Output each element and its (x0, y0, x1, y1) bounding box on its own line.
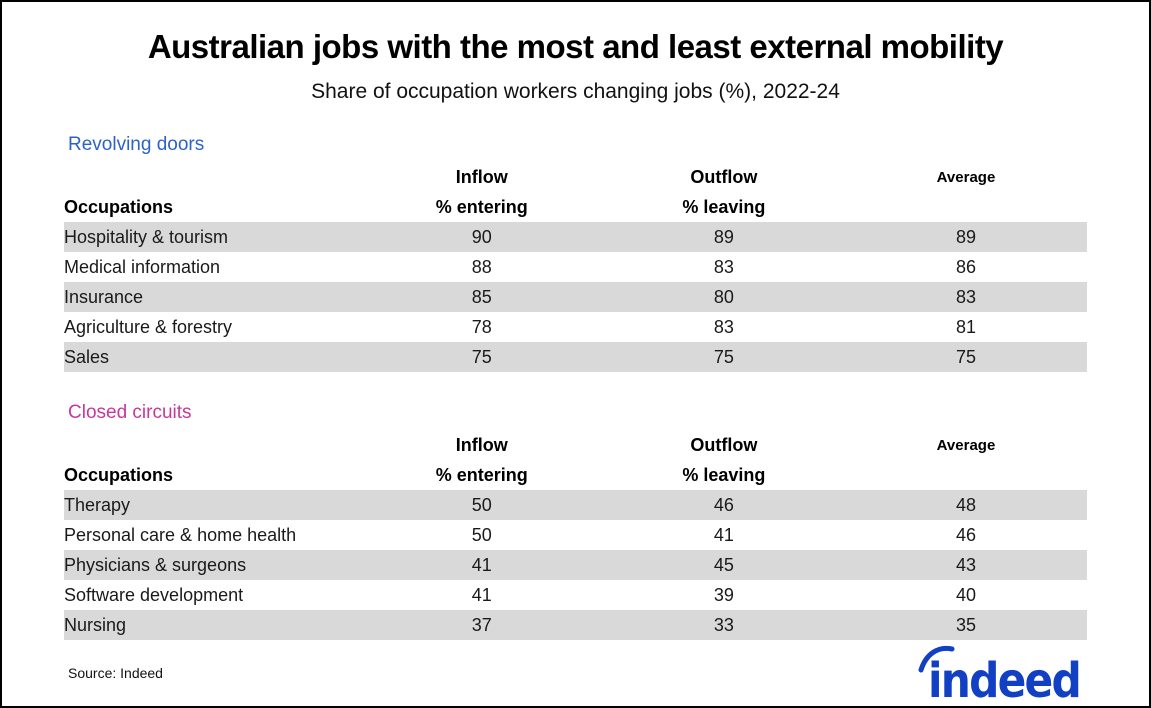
table-row: Nursing 37 33 35 (64, 610, 1087, 640)
page-subtitle: Share of occupation workers changing job… (311, 80, 840, 103)
occupation-cell: Sales (64, 346, 110, 367)
header-row-bottom: Occupations % entering % leaving (64, 192, 1087, 222)
outflow-cell: 83 (713, 256, 734, 277)
source-note: Source: Indeed (68, 665, 163, 681)
section-label-closed-circuits: Closed circuits (68, 402, 192, 423)
table-row: Hospitality & tourism 90 89 89 (64, 222, 1087, 252)
table-closed-circuits: Inflow Outflow Average Occupations % ent… (64, 430, 1087, 640)
average-cell: 40 (955, 584, 976, 605)
occupation-cell: Agriculture & forestry (64, 316, 233, 337)
header-row-top: Inflow Outflow Average (64, 162, 1087, 192)
column-header-average: Average (936, 168, 996, 186)
occupation-cell: Therapy (64, 494, 131, 515)
header-spacer (64, 430, 361, 460)
page-title: Australian jobs with the most and least … (147, 28, 1004, 65)
table-row: Therapy 50 46 48 (64, 490, 1087, 520)
outflow-cell: 46 (713, 494, 734, 515)
table-row: Personal care & home health 50 41 46 (64, 520, 1087, 550)
header-spacer (845, 460, 1087, 490)
average-cell: 81 (955, 316, 976, 337)
header-spacer (64, 162, 361, 192)
average-cell: 43 (955, 554, 976, 575)
outflow-cell: 75 (713, 346, 734, 367)
average-cell: 48 (955, 494, 976, 515)
header-row-top: Inflow Outflow Average (64, 430, 1087, 460)
column-header-average: Average (936, 436, 996, 454)
column-header-occupations: Occupations (64, 464, 174, 485)
table-row: Medical information 88 83 86 (64, 252, 1087, 282)
column-header-occupations: Occupations (64, 196, 174, 217)
occupation-cell: Personal care & home health (64, 524, 297, 545)
occupation-cell: Hospitality & tourism (64, 226, 229, 247)
table-row: Insurance 85 80 83 (64, 282, 1087, 312)
table-row: Sales 75 75 75 (64, 342, 1087, 372)
table-row: Physicians & surgeons 41 45 43 (64, 550, 1087, 580)
indeed-logo: indeed (918, 645, 1082, 704)
outflow-cell: 80 (713, 286, 734, 307)
column-subheader-entering: % entering (435, 464, 528, 485)
occupation-cell: Software development (64, 584, 244, 605)
inflow-cell: 41 (471, 584, 492, 605)
inflow-cell: 88 (471, 256, 492, 277)
outflow-cell: 45 (713, 554, 734, 575)
inflow-cell: 78 (471, 316, 492, 337)
average-cell: 86 (955, 256, 976, 277)
average-cell: 35 (955, 614, 976, 635)
inflow-cell: 75 (471, 346, 492, 367)
column-subheader-leaving: % leaving (682, 464, 766, 485)
average-cell: 75 (955, 346, 976, 367)
table-row: Software development 41 39 40 (64, 580, 1087, 610)
column-header-inflow: Inflow (455, 166, 508, 187)
column-header-inflow: Inflow (455, 434, 508, 455)
occupation-cell: Insurance (64, 286, 144, 307)
column-subheader-leaving: % leaving (682, 196, 766, 217)
average-cell: 89 (955, 226, 976, 247)
average-cell: 46 (955, 524, 976, 545)
occupation-cell: Medical information (64, 256, 221, 277)
section-label-revolving-doors: Revolving doors (68, 134, 205, 155)
occupation-cell: Nursing (64, 614, 127, 635)
inflow-cell: 50 (471, 494, 492, 515)
column-header-outflow: Outflow (690, 166, 758, 187)
outflow-cell: 39 (713, 584, 734, 605)
column-header-outflow: Outflow (690, 434, 758, 455)
header-spacer (845, 192, 1087, 222)
table-row: Agriculture & forestry 78 83 81 (64, 312, 1087, 342)
inflow-cell: 37 (471, 614, 492, 635)
column-subheader-entering: % entering (435, 196, 528, 217)
occupation-cell: Physicians & surgeons (64, 554, 247, 575)
header-row-bottom: Occupations % entering % leaving (64, 460, 1087, 490)
inflow-cell: 90 (471, 226, 492, 247)
table-revolving-doors: Inflow Outflow Average Occupations % ent… (64, 162, 1087, 372)
average-cell: 83 (955, 286, 976, 307)
inflow-cell: 41 (471, 554, 492, 575)
outflow-cell: 33 (713, 614, 734, 635)
logo-swoosh-icon (918, 645, 955, 673)
outflow-cell: 83 (713, 316, 734, 337)
outflow-cell: 89 (713, 226, 734, 247)
inflow-cell: 50 (471, 524, 492, 545)
inflow-cell: 85 (471, 286, 492, 307)
logo-wordmark: indeed (928, 653, 1080, 704)
outflow-cell: 41 (713, 524, 734, 545)
